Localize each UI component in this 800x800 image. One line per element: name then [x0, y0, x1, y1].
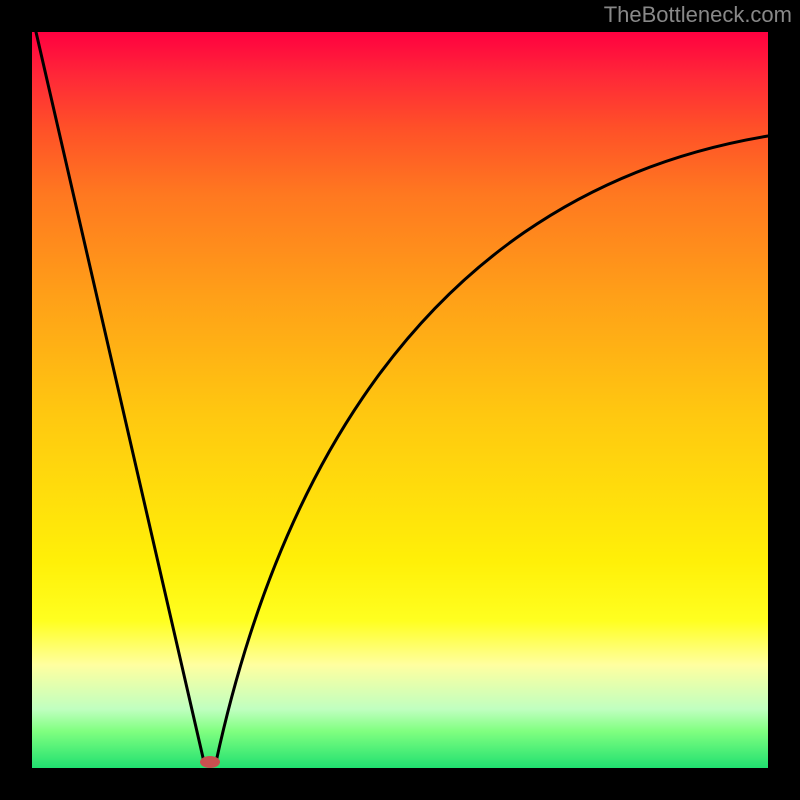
plot-area: [32, 32, 768, 768]
chart-container: TheBottleneck.com: [0, 0, 800, 800]
watermark-text: TheBottleneck.com: [604, 2, 792, 28]
